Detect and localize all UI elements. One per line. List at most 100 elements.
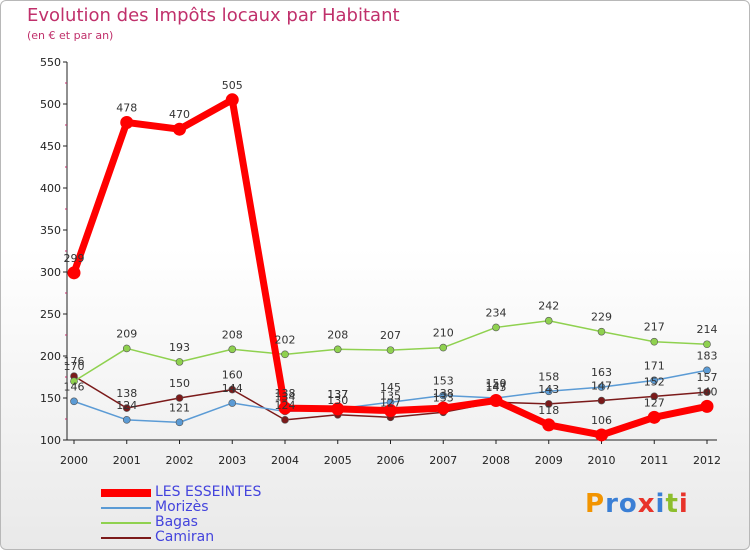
chart-title: Evolution des Impôts locaux par Habitant: [27, 5, 400, 26]
data-point: [70, 377, 78, 386]
x-tick-label: 2009: [535, 454, 563, 467]
axes: 100 150 200 250 300 350 400 450 500 550 2000 2001 20…: [40, 56, 721, 467]
data-label: 470: [169, 108, 190, 121]
data-point: [439, 343, 448, 352]
data-label: 145: [486, 381, 507, 394]
data-point: [278, 401, 292, 415]
data-point: [333, 345, 342, 354]
y-tick-label: 100: [40, 434, 61, 447]
data-point: [225, 93, 239, 107]
y-tick-label: 400: [40, 182, 61, 195]
data-point: [439, 391, 448, 400]
data-point: [544, 400, 553, 408]
data-label: 163: [591, 366, 612, 379]
data-label: 478: [116, 101, 137, 114]
data-point: [650, 392, 659, 401]
data-point: [544, 316, 553, 325]
data-point: [228, 385, 237, 394]
x-tick-label: 2005: [324, 454, 352, 467]
data-point: [542, 418, 556, 432]
series-layer: [67, 93, 714, 442]
data-label: 121: [169, 401, 190, 414]
y-tick-label: 350: [40, 224, 61, 237]
data-label: 137: [327, 388, 348, 401]
data-point: [384, 404, 397, 418]
logo-letter: i: [678, 489, 689, 519]
data-label: 146: [64, 380, 85, 393]
legend-item: Bagas: [101, 514, 401, 530]
data-point: [281, 416, 289, 424]
y-tick-label: 500: [40, 98, 61, 111]
x-tick-label: 2002: [166, 454, 194, 467]
data-label: 147: [591, 380, 612, 393]
y-tick-label: 450: [40, 140, 61, 153]
legend: LES ESSEINTES Morizès Bagas Camiran: [101, 484, 401, 545]
data-label: 127: [380, 396, 401, 409]
legend-swatch: [101, 537, 151, 539]
data-point: [70, 397, 78, 406]
x-tick-label: 2007: [429, 454, 457, 467]
x-tick-label: 2001: [113, 454, 141, 467]
data-label: 208: [327, 328, 348, 341]
data-point: [489, 394, 503, 408]
data-point: [331, 402, 345, 416]
data-point: [597, 396, 606, 405]
data-point: [544, 387, 553, 396]
data-label: 202: [275, 333, 296, 346]
data-point: [436, 401, 450, 415]
data-label: 130: [327, 394, 348, 407]
data-label: 193: [169, 341, 190, 354]
data-point: [122, 416, 131, 424]
logo-letter: P: [585, 489, 606, 519]
data-label: 118: [538, 404, 559, 417]
legend-item: Morizès: [101, 499, 401, 515]
data-label: 152: [644, 375, 665, 388]
data-label: 134: [275, 390, 296, 403]
proxiti-logo: Proxiti: [585, 489, 689, 519]
data-label: 234: [486, 306, 507, 319]
data-label: 176: [64, 355, 85, 368]
y-tick-label: 550: [40, 56, 61, 69]
data-point: [597, 383, 606, 391]
data-point: [120, 115, 134, 129]
data-point: [175, 394, 184, 402]
x-tick-label: 2003: [218, 454, 246, 467]
data-label: 183: [697, 349, 718, 362]
data-point: [175, 358, 184, 366]
data-point: [386, 346, 395, 354]
data-label: 138: [116, 387, 137, 400]
data-point: [228, 345, 237, 354]
data-label: 210: [433, 327, 454, 340]
data-point: [650, 337, 659, 346]
logo-letter: t: [665, 489, 679, 519]
data-label: 209: [116, 327, 137, 340]
x-tick-label: 2004: [271, 454, 299, 467]
legend-item: LES ESSEINTES: [101, 484, 401, 500]
legend-item: Camiran: [101, 529, 401, 545]
data-point: [700, 399, 714, 413]
data-point: [67, 266, 81, 280]
data-label: 137: [327, 388, 348, 401]
logo-letter: i: [655, 489, 666, 519]
data-point: [650, 376, 659, 385]
x-tick-label: 2012: [693, 454, 721, 467]
x-tick-label: 2011: [640, 454, 668, 467]
legend-swatch: [101, 522, 151, 524]
data-label: 214: [697, 323, 718, 336]
logo-letter: o: [618, 489, 638, 519]
data-point: [597, 327, 606, 336]
legend-label: LES ESSEINTES: [155, 484, 262, 500]
data-label: 143: [538, 383, 559, 396]
data-point: [647, 410, 661, 424]
data-point: [703, 340, 711, 349]
data-label: 299: [64, 252, 85, 265]
data-label: 150: [486, 377, 507, 390]
legend-label: Bagas: [155, 514, 198, 530]
data-label: 138: [275, 387, 296, 400]
data-label: 138: [433, 387, 454, 400]
legend-label: Morizès: [155, 499, 209, 515]
data-point: [703, 366, 711, 375]
y-tick-label: 300: [40, 266, 61, 279]
